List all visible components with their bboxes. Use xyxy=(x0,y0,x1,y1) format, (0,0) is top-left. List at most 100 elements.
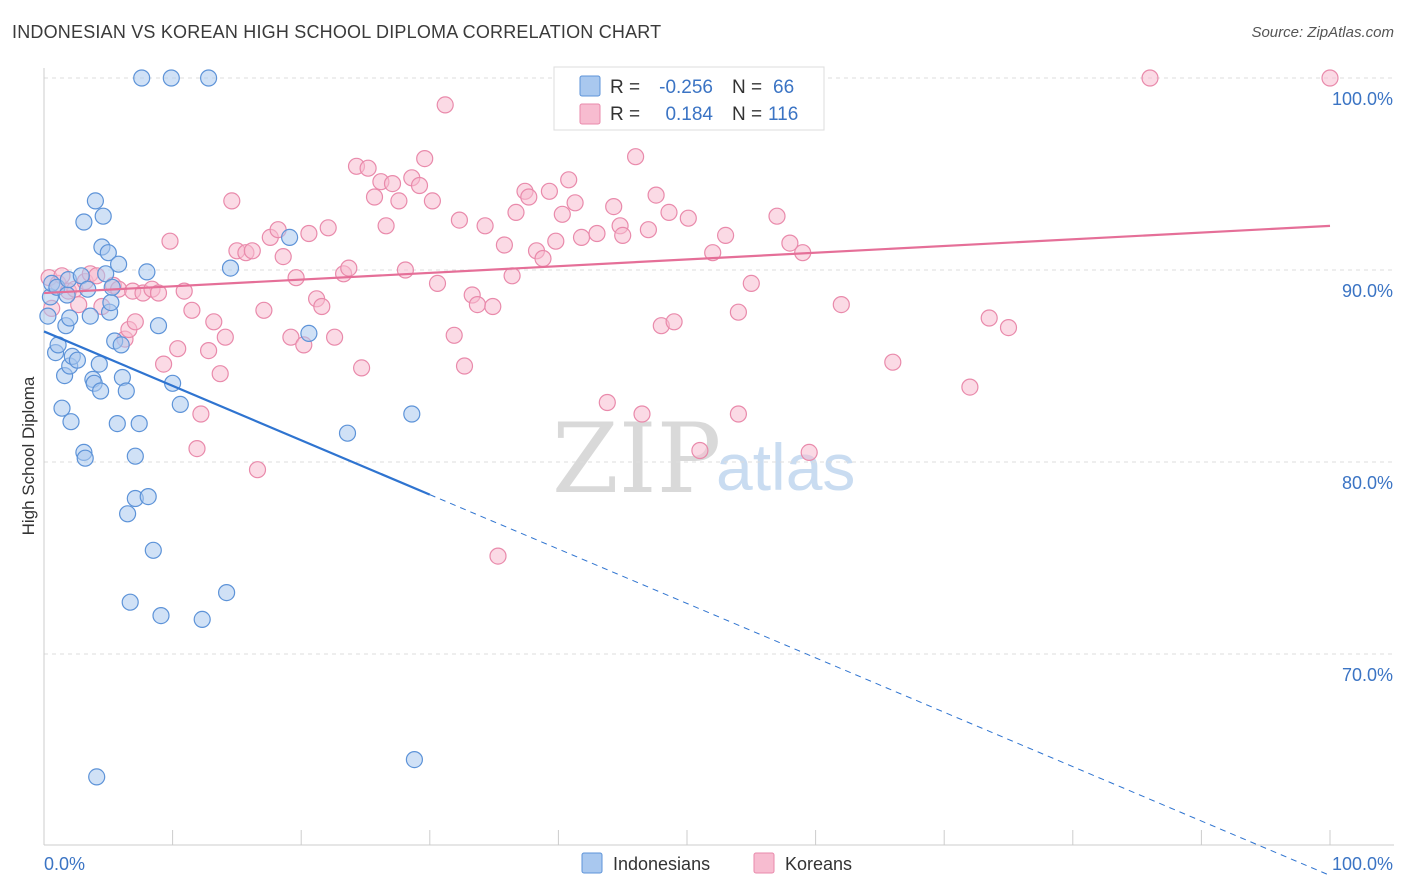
korean-point-51 xyxy=(353,359,371,377)
korean-point-27 xyxy=(200,342,218,360)
indonesian-point-51 xyxy=(152,606,170,625)
korean-point-36 xyxy=(255,301,273,319)
indonesian-point-57 xyxy=(218,583,236,602)
indonesian-point-47 xyxy=(138,263,156,281)
korean-point-45 xyxy=(313,297,331,316)
koreans-points xyxy=(40,69,1339,565)
indonesian-point-40 xyxy=(117,382,135,400)
legend-swatch-koreans xyxy=(579,103,601,125)
indonesian-point-29 xyxy=(94,207,112,225)
korean-point-112 xyxy=(980,309,998,327)
korean-point-19 xyxy=(149,284,168,302)
korean-point-23 xyxy=(175,282,193,300)
korean-point-109 xyxy=(832,296,850,314)
bottom-legend-label-koreans: Koreans xyxy=(785,854,852,874)
korean-point-77 xyxy=(520,188,538,206)
korean-point-81 xyxy=(547,232,565,250)
korean-point-113 xyxy=(999,319,1018,337)
indonesians-points xyxy=(39,69,423,786)
korean-point-71 xyxy=(484,297,502,316)
korean-point-25 xyxy=(188,440,206,458)
korean-point-110 xyxy=(884,353,902,371)
legend-n-value-koreans: 116 xyxy=(768,104,798,125)
korean-point-24 xyxy=(183,301,201,319)
indonesian-point-54 xyxy=(171,395,189,413)
korean-point-100 xyxy=(704,244,722,262)
legend-n-label-koreans: N = xyxy=(732,104,762,125)
korean-point-108 xyxy=(800,443,818,461)
indonesian-point-34 xyxy=(103,278,121,296)
korean-point-98 xyxy=(679,209,697,227)
x-ticks xyxy=(43,830,1331,845)
korean-point-82 xyxy=(553,205,571,223)
korean-point-57 xyxy=(390,192,408,210)
indonesian-point-49 xyxy=(144,541,162,559)
korean-point-46 xyxy=(319,219,337,237)
korean-point-52 xyxy=(359,159,377,177)
y-tick-label-90: 90.0% xyxy=(1342,281,1393,301)
korean-point-106 xyxy=(781,234,799,252)
trend-lines xyxy=(43,224,1331,876)
indonesian-point-19 xyxy=(76,449,94,467)
korean-point-101 xyxy=(716,226,735,244)
koreans-trend-line xyxy=(43,224,1331,295)
x-tick-label-max: 100.0% xyxy=(1332,854,1393,874)
indonesian-point-58 xyxy=(221,259,240,277)
korean-point-84 xyxy=(566,194,584,212)
bottom-legend-label-indonesians: Indonesians xyxy=(613,854,710,874)
bottom-legend: Indonesians Koreans xyxy=(581,852,852,874)
korean-point-22 xyxy=(169,340,187,358)
korean-point-58 xyxy=(396,261,414,279)
korean-point-83 xyxy=(560,171,578,189)
indonesian-point-38 xyxy=(112,336,130,354)
korean-point-29 xyxy=(211,365,229,383)
korean-point-97 xyxy=(665,313,683,331)
indonesian-point-21 xyxy=(81,307,99,325)
indonesian-point-63 xyxy=(405,750,423,769)
korean-point-72 xyxy=(489,547,507,565)
axes xyxy=(43,68,1394,846)
y-tick-label-70: 70.0% xyxy=(1342,665,1393,685)
korean-point-102 xyxy=(729,405,748,423)
legend-r-value-indonesians: -0.256 xyxy=(659,77,713,98)
indonesian-point-41 xyxy=(118,505,137,523)
korean-point-56 xyxy=(383,175,402,193)
korean-point-85 xyxy=(572,228,591,246)
indonesian-point-26 xyxy=(90,355,108,373)
indonesian-point-61 xyxy=(338,424,357,442)
korean-point-79 xyxy=(534,249,552,268)
korean-point-86 xyxy=(588,224,606,243)
korean-point-66 xyxy=(450,211,468,229)
indonesian-point-55 xyxy=(193,610,211,629)
indonesian-point-60 xyxy=(300,324,318,342)
indonesians-trend-line xyxy=(43,330,431,496)
korean-point-65 xyxy=(445,326,463,344)
korean-point-26 xyxy=(192,405,210,423)
korean-point-94 xyxy=(647,186,665,204)
korean-point-80 xyxy=(540,182,559,200)
korean-point-70 xyxy=(476,217,494,235)
indonesian-point-59 xyxy=(281,228,299,246)
korean-point-111 xyxy=(961,378,979,396)
korean-point-115 xyxy=(1321,69,1339,87)
indonesian-point-20 xyxy=(79,280,97,298)
korean-point-69 xyxy=(468,296,486,314)
korean-point-91 xyxy=(626,148,645,166)
indonesian-point-48 xyxy=(139,488,157,506)
korean-point-31 xyxy=(223,192,241,210)
legend: R = -0.256 N = 66 R = 0.184 N = 116 xyxy=(553,66,825,131)
indonesian-point-52 xyxy=(162,69,180,87)
korean-point-53 xyxy=(365,188,384,206)
korean-point-62 xyxy=(423,192,441,210)
bottom-legend-swatch-indonesians xyxy=(581,852,603,874)
korean-point-47 xyxy=(326,328,344,346)
indonesian-point-37 xyxy=(109,255,128,273)
y-tick-label-100: 100.0% xyxy=(1332,89,1393,109)
y-tick-labels: 70.0% 80.0% 90.0% 100.0% xyxy=(1332,89,1393,685)
indonesian-point-45 xyxy=(130,415,148,433)
korean-point-63 xyxy=(428,274,447,292)
korean-point-35 xyxy=(248,461,267,479)
legend-r-value-koreans: 0.184 xyxy=(665,104,713,125)
legend-r-label-indonesians: R = xyxy=(610,77,640,98)
